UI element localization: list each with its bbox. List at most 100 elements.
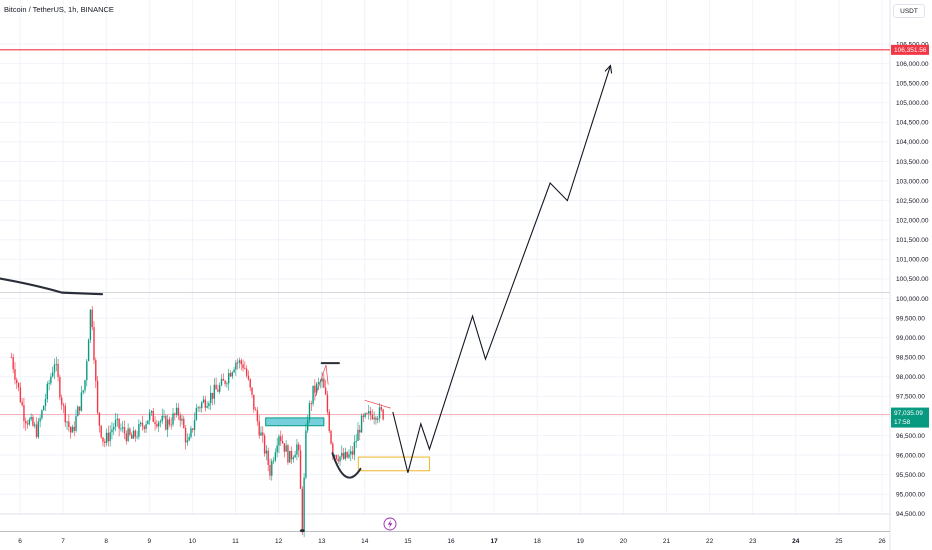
candle-body — [113, 426, 115, 430]
candle-body — [41, 410, 43, 419]
candle-body — [57, 363, 59, 378]
candle-body — [91, 309, 93, 328]
candle-body — [351, 451, 354, 455]
candle-body — [296, 444, 298, 455]
prior-high-marker — [0, 277, 104, 296]
candle-body — [348, 454, 350, 458]
candle-body — [80, 392, 83, 411]
candle-body — [163, 416, 165, 417]
target-price-label: 106,351.56 — [894, 47, 927, 54]
candle-body — [109, 432, 111, 442]
candle-body — [23, 405, 25, 422]
candle-body — [114, 420, 117, 427]
candle-body — [111, 429, 113, 433]
price-tick-label: 94,500.00 — [896, 511, 925, 518]
price-tick-label: 106,500.00 — [896, 41, 929, 48]
candle-body — [199, 407, 201, 409]
horizontal-levels — [0, 49, 890, 532]
candle-body — [77, 406, 79, 417]
candle-body — [69, 427, 72, 433]
candle-body — [14, 369, 16, 380]
candle-body — [298, 444, 300, 451]
chart-title: Bitcoin / TetherUS, 1h, BINANCE — [4, 5, 114, 14]
candle-body — [366, 413, 368, 415]
candle-body — [265, 450, 268, 454]
candle-body — [62, 404, 65, 406]
candle-body — [118, 418, 120, 429]
candle-body — [156, 424, 158, 427]
price-tick-label: 97,500.00 — [896, 394, 925, 401]
candle-body — [145, 424, 147, 429]
candle-body — [139, 422, 142, 425]
candle-body — [287, 445, 289, 463]
descending-trendline — [364, 399, 391, 409]
candle-body — [132, 430, 135, 439]
candle-body — [251, 387, 253, 395]
candle-body — [87, 339, 90, 362]
candle-body — [82, 390, 84, 393]
candle-body — [258, 421, 260, 436]
target-price-badge — [891, 44, 929, 55]
candle-body — [95, 360, 97, 381]
candle-body — [30, 416, 32, 420]
candle-body — [190, 428, 192, 437]
candle-body — [377, 418, 379, 420]
candle-body — [305, 430, 307, 478]
candle-body — [289, 450, 291, 463]
candle-body — [181, 418, 183, 421]
price-tick-label: 101,500.00 — [896, 237, 929, 244]
price-tick-label: 101,000.00 — [896, 257, 929, 264]
time-tick-label: 8 — [104, 538, 108, 545]
candle-body — [37, 421, 40, 437]
candle-body — [210, 392, 212, 404]
candle-body — [138, 424, 140, 437]
candle-body — [170, 424, 172, 426]
candle-body — [382, 409, 384, 420]
candle-body — [184, 428, 187, 443]
candle-body — [278, 436, 280, 446]
candle-body — [159, 421, 162, 423]
candle-body — [244, 368, 246, 370]
candle-body — [141, 422, 144, 427]
candle-body — [100, 425, 102, 438]
price-tick-label: 96,500.00 — [896, 433, 925, 440]
candle-body — [161, 416, 163, 422]
price-tick-label: 100,500.00 — [896, 276, 929, 283]
lightning-event-icon[interactable] — [383, 517, 397, 531]
candle-body — [301, 488, 304, 532]
candle-body — [238, 360, 241, 363]
candle-body — [195, 408, 198, 421]
candle-body — [127, 428, 129, 441]
candle-body — [211, 392, 214, 399]
candle-body — [229, 373, 232, 377]
low-marker — [299, 529, 305, 533]
candle-body — [116, 418, 119, 421]
candle-body — [175, 407, 178, 416]
candle-body — [28, 419, 31, 425]
candle-body — [283, 443, 286, 452]
time-tick-label: 6 — [18, 538, 22, 545]
currency-button[interactable]: USDT — [893, 4, 925, 18]
candle-body — [317, 382, 320, 384]
candle-body — [75, 416, 77, 431]
time-tick-label: 10 — [189, 538, 197, 545]
candle-body — [177, 407, 180, 416]
candle-body — [60, 397, 63, 405]
time-tick-label: 16 — [447, 538, 455, 545]
candle-body — [120, 428, 122, 430]
candle-body — [263, 435, 266, 454]
candle-body — [125, 433, 128, 441]
candle-body — [274, 452, 277, 461]
candle-body — [290, 450, 293, 460]
candle-body — [188, 436, 190, 441]
candle-body — [183, 418, 185, 429]
candle-body — [353, 442, 356, 455]
time-tick-label: 23 — [749, 538, 757, 545]
candle-body — [357, 429, 359, 441]
time-tick-label: 20 — [620, 538, 628, 545]
time-axis[interactable]: 6 7 8 9 10 11 12 13 14 15 16 17 18 19 20 21 22 23 24 25 26 — [18, 538, 886, 545]
supply-zone — [265, 417, 325, 427]
price-axis[interactable]: 94,500.00 95,000.00 95,500.00 96,000.00 96,5… — [896, 41, 929, 518]
candle-body — [281, 440, 284, 444]
